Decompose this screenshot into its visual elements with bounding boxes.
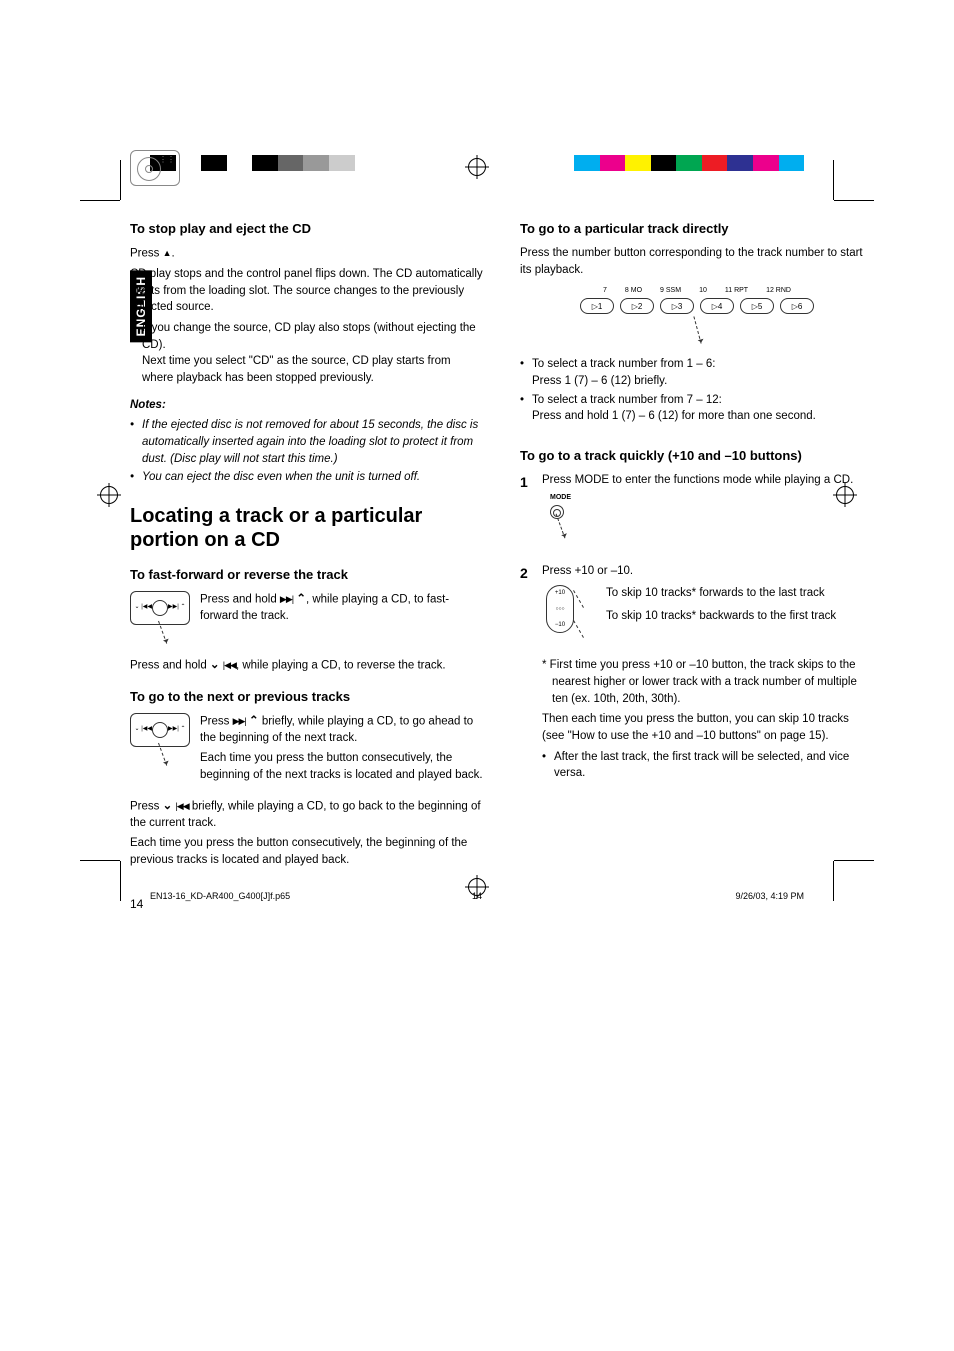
cd-icon: ⋮⋮ (130, 150, 180, 186)
btn-top-label: 9 SSM (660, 286, 681, 296)
text-direct-intro: Press the number button corresponding to… (520, 245, 874, 278)
skip-fwd-text: To skip 10 tracks* forwards to the last … (606, 585, 836, 602)
figure-number-buttons: 7 8 MO 9 SSM 10 11 RPT 12 RND ▷ 1 ▷ 2 ▷ … (520, 286, 874, 344)
ffwd-icon (233, 713, 246, 730)
footer-page: 14 (472, 891, 482, 901)
number-button: ▷ 3 (660, 298, 694, 314)
mode-label: MODE (550, 493, 596, 503)
text-prev: Press briefly, while playing a CD, to go… (130, 798, 484, 832)
heading-stop-eject: To stop play and eject the CD (130, 220, 484, 239)
up-icon (296, 591, 306, 608)
text-prev-2: Each time you press the button consecuti… (130, 835, 484, 868)
btn-top-label: 12 RND (766, 286, 791, 296)
rew-icon (223, 657, 236, 674)
list-item: To select a track number from 1 – 6: Pre… (520, 356, 874, 389)
number-button: ▷ 1 (580, 298, 614, 314)
footnote-star: * First time you press +10 or –10 button… (542, 657, 874, 707)
number-button: ▷ 6 (780, 298, 814, 314)
text-ff-rev: Press and hold , while playing a CD, to … (130, 657, 484, 674)
list-item: If the ejected disc is not removed for a… (130, 417, 484, 467)
btn-top-label: 8 MO (625, 286, 642, 296)
step-2-text: Press +10 or –10. (542, 563, 874, 580)
list-item: You can eject the disc even when the uni… (130, 469, 484, 486)
step-number: 1 (520, 472, 534, 557)
figure-mode-button: MODE (550, 493, 596, 549)
number-button: ▷ 5 (740, 298, 774, 314)
footer-metadata: EN13-16_KD-AR400_G400[J]f.p65 14 9/26/03… (150, 891, 804, 901)
notes-list: If the ejected disc is not removed for a… (130, 417, 484, 486)
heading-next-prev: To go to the next or previous tracks (130, 688, 484, 707)
heading-ff: To fast-forward or reverse the track (130, 566, 484, 585)
rew-icon (175, 798, 188, 815)
list-direct: To select a track number from 1 – 6: Pre… (520, 356, 874, 425)
page-body: ⋮⋮ To stop play and eject the CD Press .… (0, 0, 954, 991)
step-1: 1 Press MODE to enter the functions mode… (520, 472, 874, 557)
heading-locating: Locating a track or a particular portion… (130, 504, 484, 552)
down-icon (163, 798, 173, 815)
eject-icon (163, 245, 172, 262)
list-stop-notes: If you change the source, CD play also s… (130, 320, 484, 387)
step-2: 2 Press +10 or –10. +10 ○○○ −10 (520, 563, 874, 784)
btn-top-label: 7 (603, 286, 607, 296)
figure-rocker: +10 ○○○ −10 To skip 10 tracks* forwards … (542, 585, 874, 649)
text-stop-body: CD play stops and the control panel flip… (130, 266, 484, 316)
heading-direct: To go to a particular track directly (520, 220, 874, 239)
figure-knob-next: ⌄ |◀◀▶▶| ⌃ Press briefly, while playing … (130, 713, 484, 788)
text-next-fwd-2: Each time you press the button consecuti… (200, 750, 484, 783)
down-icon (210, 657, 220, 674)
footer-file: EN13-16_KD-AR400_G400[J]f.p65 (150, 891, 290, 901)
left-column: To stop play and eject the CD Press . CD… (130, 206, 484, 873)
right-column: To go to a particular track directly Pre… (520, 206, 874, 873)
text-next-fwd: Press briefly, while playing a CD, to go… (200, 713, 484, 747)
text-press-eject: Press . (130, 245, 484, 262)
footnote-then: Then each time you press the button, you… (542, 711, 874, 744)
rocker-up-label: +10 (555, 589, 565, 598)
list-item: To select a track number from 7 – 12: Pr… (520, 392, 874, 425)
skip-bwd-text: To skip 10 tracks* backwards to the firs… (606, 608, 836, 625)
number-button: ▷ 2 (620, 298, 654, 314)
step-number: 2 (520, 563, 534, 784)
heading-quick: To go to a track quickly (+10 and –10 bu… (520, 447, 874, 466)
text-ff-fwd: Press and hold , while playing a CD, to … (200, 591, 484, 625)
figure-knob-ff: ⌄ |◀◀▶▶| ⌃ Press and hold , while playin… (130, 591, 484, 647)
list-item: After the last track, the first track wi… (542, 749, 874, 782)
footer-timestamp: 9/26/03, 4:19 PM (735, 891, 804, 901)
list-item: If you change the source, CD play also s… (130, 320, 484, 387)
up-icon (249, 713, 259, 730)
list-after: After the last track, the first track wi… (542, 749, 874, 782)
step-1-text: Press MODE to enter the functions mode w… (542, 472, 853, 489)
rocker-dn-label: −10 (555, 621, 565, 630)
btn-top-label: 10 (699, 286, 707, 296)
notes-heading: Notes: (130, 397, 484, 414)
number-button: ▷ 4 (700, 298, 734, 314)
btn-top-label: 11 RPT (725, 286, 748, 296)
ffwd-icon (280, 591, 293, 608)
